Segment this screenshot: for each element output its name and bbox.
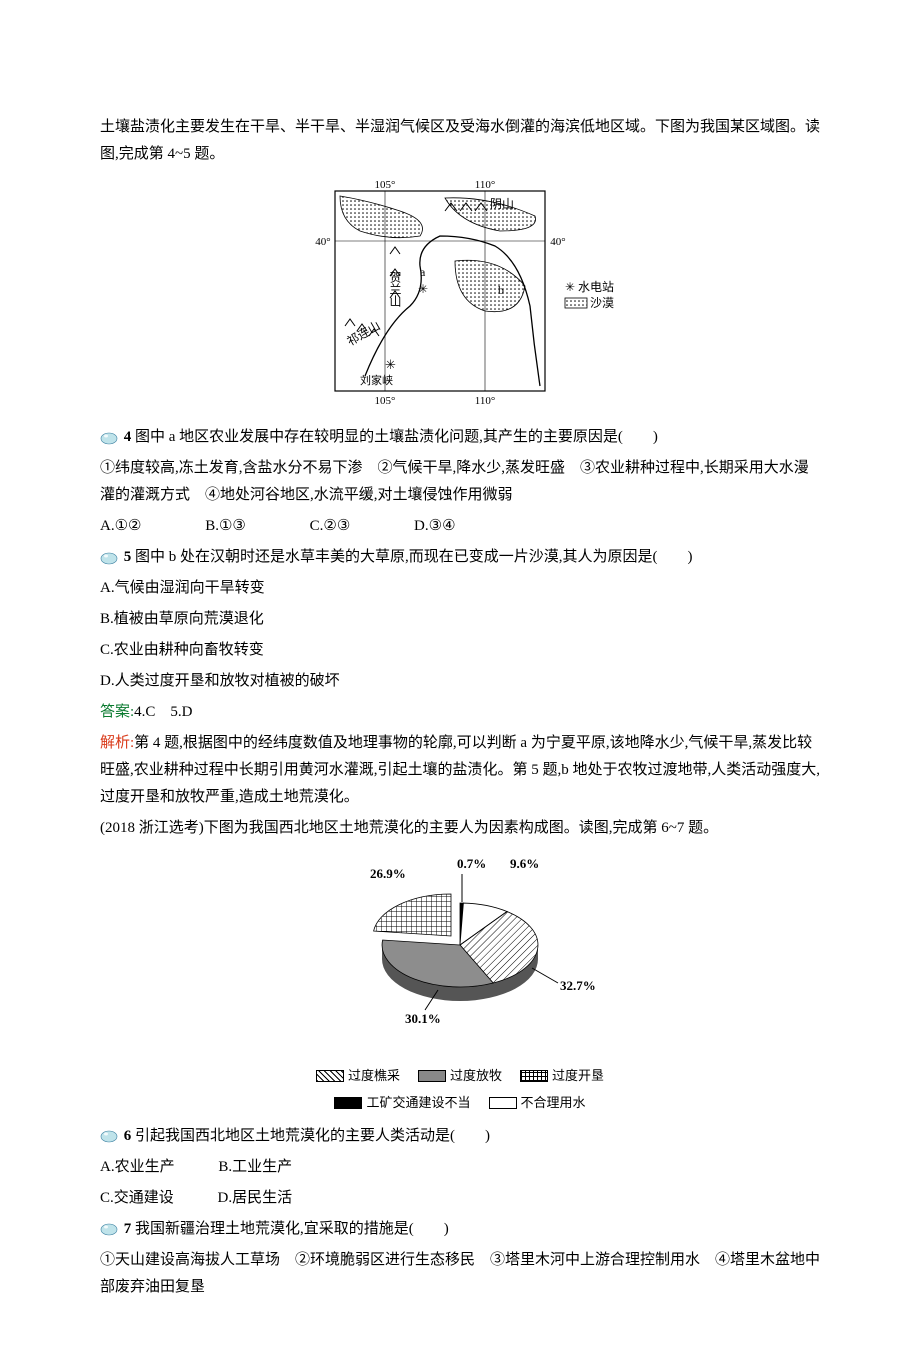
q5-stem: 5 图中 b 处在汉朝时还是水草丰美的大草原,而现在已变成一片沙漠,其人为原因是… bbox=[100, 544, 820, 571]
q4-number: 4 bbox=[124, 429, 132, 445]
q7-stem: 7 我国新疆治理土地荒漠化,宜采取的措施是( ) bbox=[100, 1216, 820, 1243]
q6-number: 6 bbox=[124, 1128, 132, 1144]
answer-label: 答案: bbox=[100, 704, 134, 720]
svg-text:✳: ✳ bbox=[385, 357, 396, 372]
pie-legend-row2: 工矿交通建设不当 不合理用水 bbox=[100, 1091, 820, 1114]
svg-text:105°: 105° bbox=[375, 395, 396, 406]
q4-statements: ①纬度较高,冻土发育,含盐水分不易下渗 ②气候干旱,降水少,蒸发旺盛 ③农业耕种… bbox=[100, 455, 820, 509]
q4-stem: 4 图中 a 地区农业发展中存在较明显的土壤盐渍化问题,其产生的主要原因是( ) bbox=[100, 424, 820, 451]
q6-stem: 6 引起我国西北地区土地荒漠化的主要人类活动是( ) bbox=[100, 1123, 820, 1150]
bullet-icon bbox=[100, 1221, 124, 1237]
svg-text:9.6%: 9.6% bbox=[510, 856, 539, 871]
q6-opt-d: D.居民生活 bbox=[218, 1185, 293, 1212]
bullet-icon bbox=[100, 549, 124, 565]
svg-text:沙漠: 沙漠 bbox=[590, 296, 614, 310]
bullet-icon bbox=[100, 429, 124, 445]
pie-figure: 26.9% 0.7% 9.6% 32.7% 30.1% 过度樵采 过度放牧 过度… bbox=[100, 850, 820, 1115]
analysis-text: 第 4 题,根据图中的经纬度数值及地理事物的轮廓,可以判断 a 为宁夏平原,该地… bbox=[100, 735, 820, 805]
intro-45: 土壤盐渍化主要发生在干旱、半干旱、半湿润气候区及受海水倒灌的海滨低地区域。下图为… bbox=[100, 114, 820, 168]
intro-67: (2018 浙江选考)下图为我国西北地区土地荒漠化的主要人为因素构成图。读图,完… bbox=[100, 815, 820, 842]
svg-text:40°: 40° bbox=[550, 236, 565, 248]
svg-text:32.7%: 32.7% bbox=[560, 978, 596, 993]
q7-stem-text: 我国新疆治理土地荒漠化,宜采取的措施是( ) bbox=[135, 1221, 449, 1237]
svg-text:✳: ✳ bbox=[418, 282, 428, 296]
q6-opt-a: A.农业生产 bbox=[100, 1154, 175, 1181]
q6-opt-c: C.交通建设 bbox=[100, 1185, 174, 1212]
svg-text:刘家峡: 刘家峡 bbox=[360, 373, 393, 387]
bullet-icon bbox=[100, 1128, 124, 1144]
analysis-45: 解析:第 4 题,根据图中的经纬度数值及地理事物的轮廓,可以判断 a 为宁夏平原… bbox=[100, 730, 820, 811]
q4-opt-d: D.③④ bbox=[414, 513, 455, 540]
q5-opt-c: C.农业由耕种向畜牧转变 bbox=[100, 637, 820, 664]
answer-text: 4.C 5.D bbox=[134, 704, 192, 720]
q5-opt-a: A.气候由湿润向干旱转变 bbox=[100, 575, 820, 602]
analysis-label: 解析: bbox=[100, 735, 134, 751]
svg-text:105°: 105° bbox=[375, 179, 396, 191]
q4-opt-a: A.①② bbox=[100, 513, 141, 540]
svg-text:0.7%: 0.7% bbox=[457, 856, 486, 871]
svg-text:110°: 110° bbox=[475, 179, 496, 191]
q6-options-1: A.农业生产 B.工业生产 bbox=[100, 1154, 820, 1181]
svg-text:110°: 110° bbox=[475, 395, 496, 406]
q7-statements: ①天山建设高海拔人工草场 ②环境脆弱区进行生态移民 ③塔里木河中上游合理控制用水… bbox=[100, 1247, 820, 1301]
q4-stem-text: 图中 a 地区农业发展中存在较明显的土壤盐渍化问题,其产生的主要原因是( ) bbox=[135, 429, 658, 445]
svg-text:b: b bbox=[498, 283, 504, 297]
q4-opt-c: C.②③ bbox=[310, 513, 351, 540]
q6-stem-text: 引起我国西北地区土地荒漠化的主要人类活动是( ) bbox=[135, 1128, 490, 1144]
svg-text:a: a bbox=[420, 265, 426, 279]
q5-opt-d: D.人类过度开垦和放牧对植被的破坏 bbox=[100, 668, 820, 695]
q7-number: 7 bbox=[124, 1221, 132, 1237]
svg-text:26.9%: 26.9% bbox=[370, 866, 406, 881]
pie-legend-row1: 过度樵采 过度放牧 过度开垦 bbox=[100, 1064, 820, 1087]
q6-options-2: C.交通建设 D.居民生活 bbox=[100, 1185, 820, 1212]
q4-options: A.①② B.①③ C.②③ D.③④ bbox=[100, 513, 820, 540]
svg-text:✳ 水电站: ✳ 水电站 bbox=[565, 280, 614, 294]
svg-text:40°: 40° bbox=[315, 236, 330, 248]
q4-opt-b: B.①③ bbox=[205, 513, 246, 540]
svg-text:阴山: 阴山 bbox=[490, 197, 514, 211]
map-figure: 105° 110° 105° 110° 40° 40° 阴山 贺兰山 bbox=[100, 176, 820, 416]
q5-opt-b: B.植被由草原向荒漠退化 bbox=[100, 606, 820, 633]
q5-number: 5 bbox=[124, 549, 132, 565]
svg-text:30.1%: 30.1% bbox=[405, 1011, 441, 1026]
q6-opt-b: B.工业生产 bbox=[218, 1154, 292, 1181]
q5-stem-text: 图中 b 处在汉朝时还是水草丰美的大草原,而现在已变成一片沙漠,其人为原因是( … bbox=[135, 549, 693, 565]
answer-45: 答案:4.C 5.D bbox=[100, 699, 820, 726]
